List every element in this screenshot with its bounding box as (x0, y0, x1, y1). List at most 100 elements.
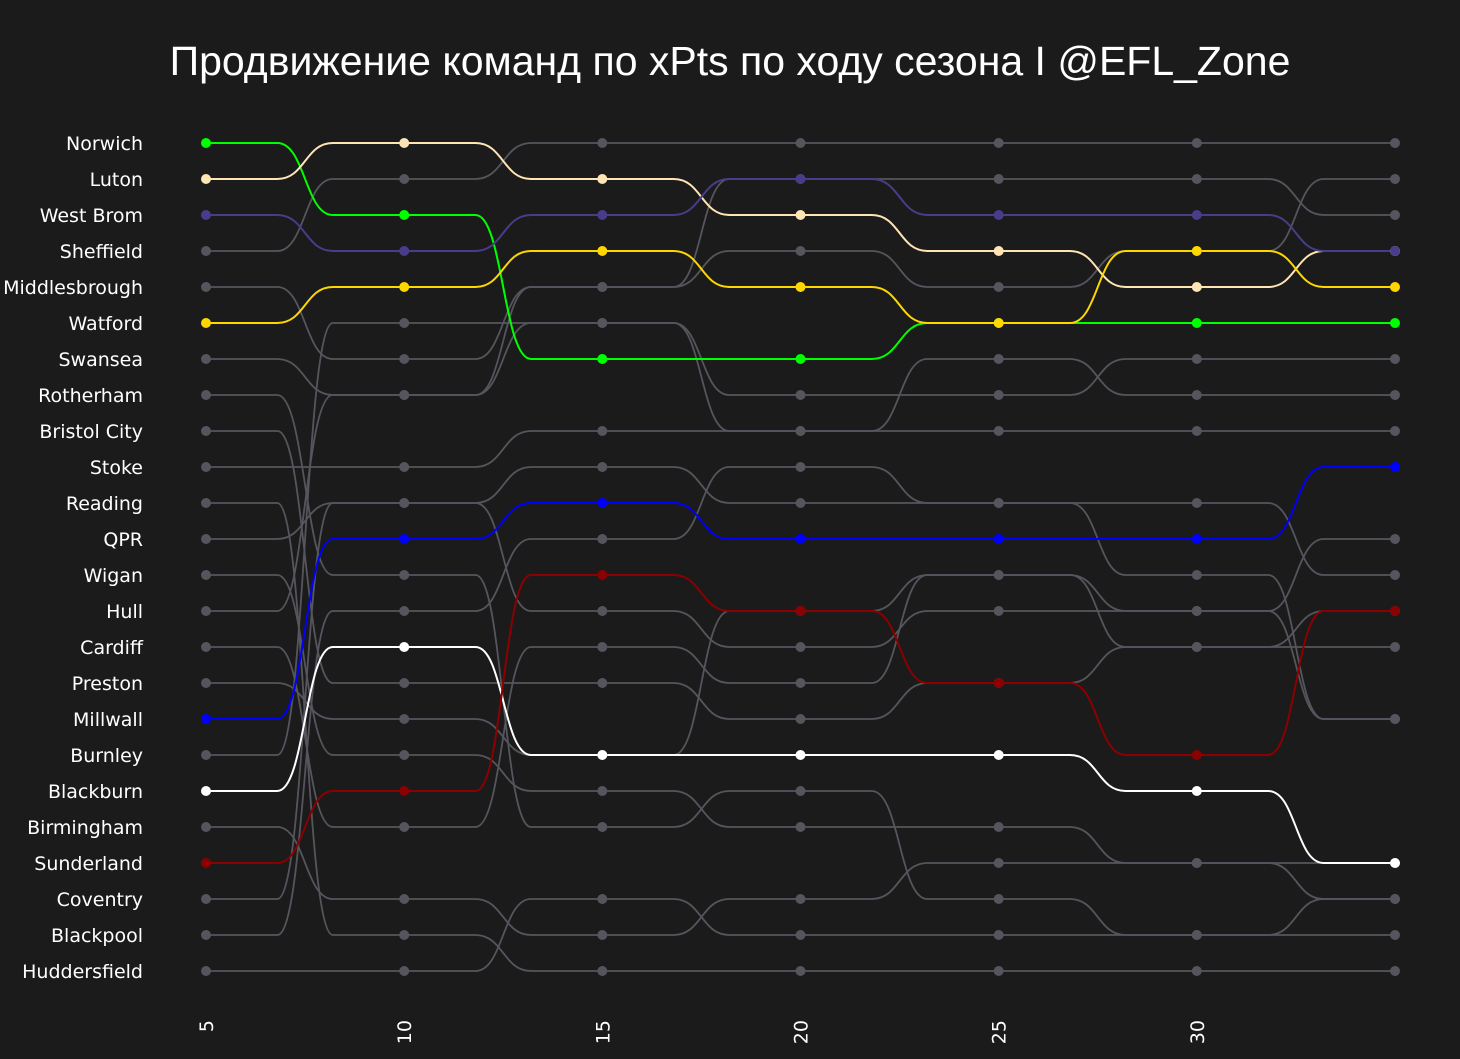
team-label-reading: Reading (66, 493, 143, 515)
point-sunderland-35 (1390, 606, 1400, 616)
point-middlesbrough-10 (399, 354, 410, 364)
point-birmingham-15 (597, 930, 608, 940)
point-reading-35 (1390, 966, 1400, 976)
point-norwich-5 (201, 138, 211, 148)
point-bristol-city-10 (399, 678, 410, 688)
series-line-west-brom (206, 178, 1395, 252)
team-label-stoke: Stoke (90, 457, 143, 479)
point-watford-10 (399, 282, 410, 292)
point-rotherham-15 (597, 822, 608, 832)
point-watford-35 (1390, 282, 1400, 292)
point-sheffield-10 (399, 174, 410, 184)
point-watford-20 (795, 282, 806, 292)
series-line-birmingham (206, 826, 1395, 936)
point-reading-15 (597, 966, 608, 976)
point-huddersfield-20 (795, 930, 806, 940)
point-luton-15 (597, 174, 608, 184)
point-blackburn-15 (597, 750, 608, 760)
point-birmingham-5 (201, 822, 211, 832)
point-sheffield-25 (993, 138, 1004, 148)
point-watford-25 (993, 318, 1004, 328)
point-west-brom-20 (795, 174, 806, 184)
point-swansea-5 (201, 354, 211, 364)
point-burnley-15 (597, 318, 608, 328)
point-cardiff-5 (201, 642, 211, 652)
point-hull-30 (1191, 174, 1202, 184)
point-cardiff-20 (795, 678, 806, 688)
point-huddersfield-5 (201, 966, 211, 976)
team-label-hull: Hull (106, 601, 143, 623)
team-label-watford: Watford (68, 313, 143, 335)
point-coventry-15 (597, 606, 608, 616)
point-blackpool-20 (795, 462, 806, 472)
point-west-brom-10 (399, 246, 410, 256)
point-blackpool-35 (1390, 570, 1400, 580)
point-luton-25 (993, 246, 1004, 256)
point-wigan-20 (795, 822, 806, 832)
point-hull-35 (1390, 210, 1400, 220)
point-swansea-35 (1390, 390, 1400, 400)
point-burnley-5 (201, 750, 211, 760)
point-sunderland-20 (795, 606, 806, 616)
point-sunderland-10 (399, 786, 410, 796)
team-label-blackpool: Blackpool (51, 925, 143, 947)
team-label-burnley: Burnley (70, 745, 143, 767)
point-wigan-5 (201, 570, 211, 580)
point-luton-30 (1191, 282, 1202, 292)
point-coventry-35 (1390, 714, 1400, 724)
point-middlesbrough-5 (201, 282, 211, 292)
point-coventry-5 (201, 894, 211, 904)
point-blackpool-30 (1191, 498, 1202, 508)
point-cardiff-30 (1191, 642, 1202, 652)
point-sunderland-5 (201, 858, 211, 868)
point-bristol-city-5 (201, 426, 211, 436)
point-middlesbrough-20 (795, 246, 806, 256)
team-label-middlesbrough: Middlesbrough (3, 277, 143, 299)
series-line-burnley (206, 322, 1395, 756)
team-label-preston: Preston (72, 673, 143, 695)
chart-title: Продвижение команд по xPts по ходу сезон… (170, 38, 1291, 84)
point-preston-35 (1390, 534, 1400, 544)
point-stoke-20 (795, 426, 806, 436)
point-rotherham-10 (399, 570, 410, 580)
point-luton-20 (795, 210, 806, 220)
point-coventry-20 (795, 642, 806, 652)
x-tick-labels: 5 10 15 20 25 30 (196, 1020, 1209, 1044)
x-tick-label-5: 5 (196, 1020, 218, 1032)
team-label-wigan: Wigan (84, 565, 143, 587)
point-burnley-35 (1390, 354, 1400, 364)
point-huddersfield-25 (993, 930, 1004, 940)
point-bristol-city-15 (597, 678, 608, 688)
point-stoke-35 (1390, 426, 1400, 436)
team-label-west-brom: West Brom (40, 205, 143, 227)
point-huddersfield-35 (1390, 930, 1400, 940)
point-millwall-25 (993, 534, 1004, 544)
point-burnley-20 (795, 390, 806, 400)
team-label-sunderland: Sunderland (34, 853, 143, 875)
point-blackpool-15 (597, 534, 608, 544)
point-millwall-10 (399, 534, 410, 544)
point-preston-25 (993, 570, 1004, 580)
point-millwall-20 (795, 534, 806, 544)
point-blackburn-10 (399, 642, 410, 652)
point-blackburn-5 (201, 786, 211, 796)
point-hull-15 (597, 282, 608, 292)
x-tick-label-30: 30 (1187, 1020, 1209, 1044)
point-rotherham-20 (795, 786, 806, 796)
point-wigan-15 (597, 786, 608, 796)
point-burnley-10 (399, 318, 410, 328)
point-qpr-5 (201, 534, 211, 544)
point-wigan-35 (1390, 894, 1400, 904)
point-wigan-10 (399, 750, 410, 760)
point-rotherham-5 (201, 390, 211, 400)
point-qpr-20 (795, 498, 806, 508)
point-reading-10 (399, 930, 410, 940)
team-label-luton: Luton (90, 169, 143, 191)
point-burnley-30 (1191, 354, 1202, 364)
point-birmingham-20 (795, 894, 806, 904)
team-label-millwall: Millwall (73, 709, 143, 731)
point-luton-5 (201, 174, 211, 184)
x-tick-label-10: 10 (394, 1020, 416, 1044)
point-blackburn-20 (795, 750, 806, 760)
